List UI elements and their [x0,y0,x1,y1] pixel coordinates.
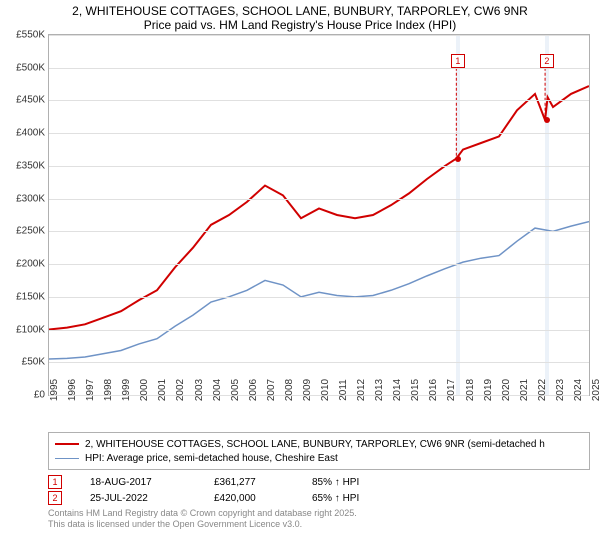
footer-line2: This data is licensed under the Open Gov… [48,519,590,530]
legend: 2, WHITEHOUSE COTTAGES, SCHOOL LANE, BUN… [48,432,590,470]
x-tick-label: 2021 [519,379,530,401]
x-tick-label: 2024 [573,379,584,401]
legend-label: HPI: Average price, semi-detached house,… [85,453,338,464]
legend-item: 2, WHITEHOUSE COTTAGES, SCHOOL LANE, BUN… [55,437,583,451]
x-tick-label: 2014 [392,379,403,401]
x-tick-label: 2007 [266,379,277,401]
legend-label: 2, WHITEHOUSE COTTAGES, SCHOOL LANE, BUN… [85,439,545,450]
sale-point-2 [544,117,550,123]
sale-marker-icon: 1 [48,475,62,489]
legend-swatch [55,443,79,445]
sale-marker-1: 1 [451,54,465,68]
legend-item: HPI: Average price, semi-detached house,… [55,451,583,465]
y-tick-label: £350K [3,160,45,171]
x-tick-label: 2023 [555,379,566,401]
x-tick-label: 1996 [67,379,78,401]
x-tick-label: 2017 [446,379,457,401]
x-tick-label: 2002 [175,379,186,401]
y-tick-label: £400K [3,128,45,139]
sale-price: £361,277 [214,477,284,488]
legend-swatch [55,458,79,459]
footer-attribution: Contains HM Land Registry data © Crown c… [48,508,590,530]
sale-pct: 65% ↑ HPI [312,493,392,504]
x-tick-label: 1995 [49,379,60,401]
x-tick-label: 1999 [121,379,132,401]
x-tick-label: 2010 [320,379,331,401]
y-tick-label: £100K [3,324,45,335]
y-tick-label: £550K [3,30,45,41]
x-tick-label: 2012 [356,379,367,401]
x-tick-label: 2008 [284,379,295,401]
price-chart: £0£50K£100K£150K£200K£250K£300K£350K£400… [48,34,590,396]
x-tick-label: 1998 [103,379,114,401]
sales-table: 1 18-AUG-2017 £361,277 85% ↑ HPI 2 25-JU… [48,474,590,506]
sale-date: 18-AUG-2017 [90,477,186,488]
chart-svg [49,35,589,395]
title-address: 2, WHITEHOUSE COTTAGES, SCHOOL LANE, BUN… [0,4,600,18]
x-tick-label: 2016 [428,379,439,401]
x-tick-label: 2018 [465,379,476,401]
sale-point-1 [455,156,461,162]
sale-row: 2 25-JUL-2022 £420,000 65% ↑ HPI [48,490,590,506]
series-hpi [49,222,589,359]
x-tick-label: 2025 [591,379,600,401]
sale-price: £420,000 [214,493,284,504]
x-tick-label: 2019 [483,379,494,401]
x-tick-label: 2001 [157,379,168,401]
sale-marker-2: 2 [540,54,554,68]
title-subtitle: Price paid vs. HM Land Registry's House … [0,18,600,32]
x-tick-label: 1997 [85,379,96,401]
sale-marker-icon: 2 [48,491,62,505]
y-tick-label: £150K [3,291,45,302]
y-tick-label: £200K [3,259,45,270]
x-tick-label: 2015 [410,379,421,401]
x-tick-label: 2004 [212,379,223,401]
sale-pct: 85% ↑ HPI [312,477,392,488]
x-tick-label: 2000 [139,379,150,401]
x-tick-label: 2009 [302,379,313,401]
x-tick-label: 2006 [248,379,259,401]
x-tick-label: 2022 [537,379,548,401]
footer-line1: Contains HM Land Registry data © Crown c… [48,508,590,519]
x-tick-label: 2011 [338,379,349,401]
y-tick-label: £50K [3,357,45,368]
y-tick-label: £300K [3,193,45,204]
x-tick-label: 2003 [194,379,205,401]
series-property [49,86,589,329]
x-tick-label: 2005 [230,379,241,401]
y-tick-label: £250K [3,226,45,237]
y-tick-label: £450K [3,95,45,106]
sale-date: 25-JUL-2022 [90,493,186,504]
x-tick-label: 2020 [501,379,512,401]
x-tick-label: 2013 [374,379,385,401]
chart-title: 2, WHITEHOUSE COTTAGES, SCHOOL LANE, BUN… [0,0,600,34]
sale-row: 1 18-AUG-2017 £361,277 85% ↑ HPI [48,474,590,490]
y-tick-label: £500K [3,62,45,73]
y-tick-label: £0 [3,390,45,401]
